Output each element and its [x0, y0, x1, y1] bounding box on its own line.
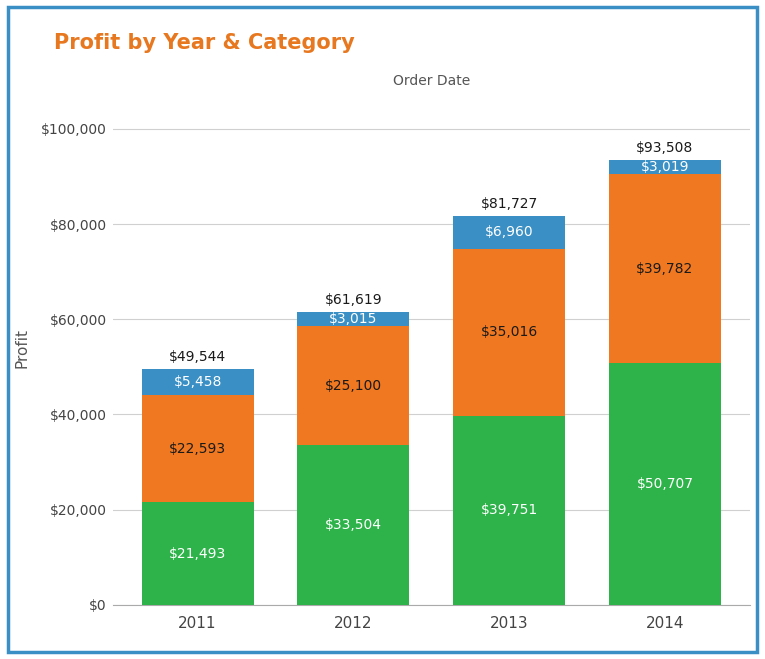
- Text: $22,593: $22,593: [169, 442, 226, 456]
- Text: $21,493: $21,493: [169, 546, 226, 561]
- Bar: [298, 312, 409, 326]
- Bar: [298, 326, 409, 445]
- Text: $3,015: $3,015: [329, 312, 378, 326]
- Bar: [609, 364, 721, 605]
- Text: $81,727: $81,727: [480, 197, 538, 211]
- X-axis label: Order Date: Order Date: [392, 74, 470, 88]
- Text: $35,016: $35,016: [480, 326, 538, 339]
- Bar: [453, 416, 565, 605]
- Bar: [609, 174, 721, 364]
- Bar: [298, 445, 409, 605]
- Text: $3,019: $3,019: [641, 160, 689, 174]
- Text: $49,544: $49,544: [169, 350, 226, 364]
- Bar: [142, 369, 254, 395]
- Bar: [142, 395, 254, 502]
- Y-axis label: Profit: Profit: [15, 328, 30, 368]
- Text: $25,100: $25,100: [325, 378, 382, 393]
- Bar: [609, 160, 721, 174]
- Bar: [453, 216, 565, 249]
- Text: $61,619: $61,619: [324, 293, 382, 307]
- Text: Profit by Year & Category: Profit by Year & Category: [54, 33, 354, 53]
- Text: $33,504: $33,504: [325, 518, 382, 532]
- Text: $50,707: $50,707: [636, 477, 693, 491]
- Text: $93,508: $93,508: [636, 141, 694, 155]
- Text: $6,960: $6,960: [485, 225, 533, 239]
- Text: $39,751: $39,751: [480, 503, 538, 517]
- Text: $39,782: $39,782: [636, 262, 694, 276]
- Bar: [142, 502, 254, 605]
- Text: $5,458: $5,458: [174, 375, 222, 389]
- Bar: [453, 249, 565, 416]
